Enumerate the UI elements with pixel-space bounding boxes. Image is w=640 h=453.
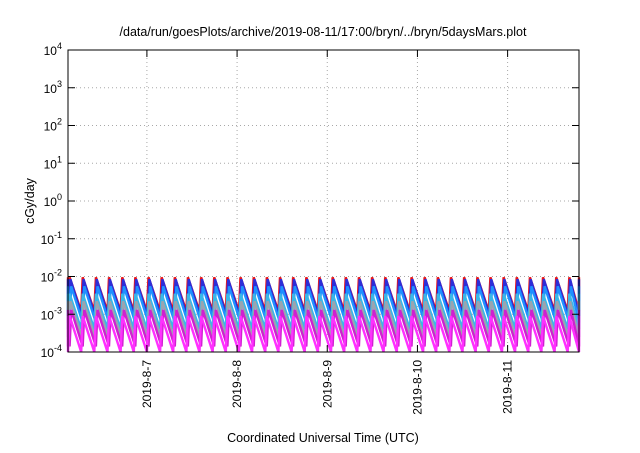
series-line (66, 315, 581, 353)
x-axis-label: Coordinated Universal Time (UTC) (227, 431, 419, 445)
x-tick-label: 2019-8-7 (140, 360, 154, 408)
y-tick-label: 104 (44, 41, 62, 58)
series-line (66, 309, 581, 347)
x-tick-label: 2019-8-10 (410, 360, 424, 415)
y-tick-labels: 10-4 10-3 10-2 10-1 100 101 102 103 104 (41, 41, 62, 360)
y-tick-label: 103 (44, 79, 62, 96)
y-tick-label: 100 (44, 192, 62, 209)
y-tick-label: 10-2 (41, 268, 62, 285)
chart-title: /data/run/goesPlots/archive/2019-08-11/1… (120, 25, 527, 39)
y-tick-label: 101 (44, 154, 62, 171)
x-tick-label: 2019-8-9 (320, 360, 334, 408)
x-tick-label: 2019-8-8 (230, 360, 244, 408)
y-tick-label: 10-4 (41, 343, 62, 360)
y-tick-label: 10-1 (41, 230, 62, 247)
y-axis-label: cGy/day (23, 177, 37, 224)
ticks (68, 49, 579, 353)
series-layer (66, 276, 581, 353)
y-tick-label: 102 (44, 117, 62, 134)
x-tick-labels: 2019-8-7 2019-8-8 2019-8-9 2019-8-10 2019-8-… (140, 360, 515, 415)
y-tick-label: 10-3 (41, 305, 62, 322)
x-tick-label: 2019-8-11 (501, 360, 515, 414)
